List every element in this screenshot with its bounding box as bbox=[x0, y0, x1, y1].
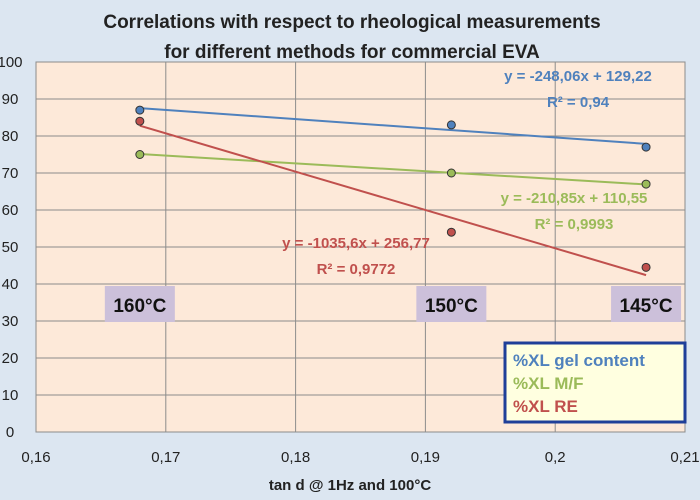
x-tick-label: 0,18 bbox=[281, 449, 310, 466]
data-point bbox=[641, 262, 651, 272]
legend-entry: %XL gel content bbox=[513, 351, 645, 370]
y-tick-label: 40 bbox=[2, 276, 19, 293]
y-tick-label: 80 bbox=[2, 128, 19, 145]
legend-box bbox=[503, 341, 687, 424]
temperature-label: 160°C bbox=[113, 296, 166, 317]
chart-title-line-1: Correlations with respect to rheological… bbox=[103, 12, 600, 33]
temperature-label-box bbox=[104, 286, 175, 322]
x-tick-label: 0,16 bbox=[21, 449, 50, 466]
data-point bbox=[446, 227, 456, 237]
temperature-label-box bbox=[611, 286, 682, 322]
trendline-equation: y = -248,06x + 129,22 bbox=[504, 68, 652, 85]
chart-title-line-2: for different methods for commercial EVA bbox=[164, 42, 540, 63]
trendline-r-squared: R² = 0,9772 bbox=[317, 261, 396, 278]
data-point bbox=[446, 168, 456, 178]
series-layer bbox=[135, 105, 651, 277]
y-tick-label: 70 bbox=[2, 165, 19, 182]
y-tick-label: 50 bbox=[2, 239, 19, 256]
legend-entry: %XL RE bbox=[513, 397, 578, 416]
y-tick-label: 60 bbox=[2, 202, 19, 219]
trendline bbox=[139, 153, 647, 186]
trendline bbox=[139, 124, 647, 277]
legend-entry: %XL M/F bbox=[513, 374, 584, 393]
y-tick-label: 0 bbox=[6, 424, 14, 441]
x-axis-label: tan d @ 1Hz and 100°C bbox=[269, 477, 431, 494]
y-tick-label: 30 bbox=[2, 313, 19, 330]
trendline bbox=[139, 107, 647, 145]
temperature-annotations: 160°C 150°C 145°C bbox=[104, 286, 682, 322]
data-point bbox=[641, 142, 651, 152]
temperature-label-box bbox=[416, 286, 487, 322]
temperature-label: 145°C bbox=[620, 296, 673, 317]
x-tick-label: 0,17 bbox=[151, 449, 180, 466]
y-tick-label: 10 bbox=[2, 387, 19, 404]
x-tick-label: 0,19 bbox=[411, 449, 440, 466]
legend: %XL gel content %XL M/F %XL RE bbox=[503, 341, 687, 424]
x-tick-label: 0,21 bbox=[670, 449, 699, 466]
data-point bbox=[446, 120, 456, 130]
trendline-equations: y = -248,06x + 129,22 R² = 0,94 y = -210,8… bbox=[282, 68, 652, 278]
trendline-equation: y = -1035,6x + 256,77 bbox=[282, 235, 430, 252]
y-tick-label: 100 bbox=[0, 54, 23, 71]
y-tick-label: 20 bbox=[2, 350, 19, 367]
x-tick-label: 0,2 bbox=[545, 449, 566, 466]
y-tick-label: 90 bbox=[2, 91, 19, 108]
axis-tick-labels: 0 10 20 30 40 50 60 70 80 90 100 0,16 0,17 0,18 0,19 0,… bbox=[0, 54, 700, 466]
data-point bbox=[641, 179, 651, 189]
temperature-label: 150°C bbox=[425, 296, 478, 317]
data-point bbox=[135, 105, 145, 115]
data-point bbox=[135, 116, 145, 126]
trendline-equation: y = -210,85x + 110,55 bbox=[501, 190, 648, 207]
data-point bbox=[135, 150, 145, 159]
trendline-r-squared: R² = 0,9993 bbox=[535, 216, 614, 233]
trendline-r-squared: R² = 0,94 bbox=[547, 94, 610, 111]
